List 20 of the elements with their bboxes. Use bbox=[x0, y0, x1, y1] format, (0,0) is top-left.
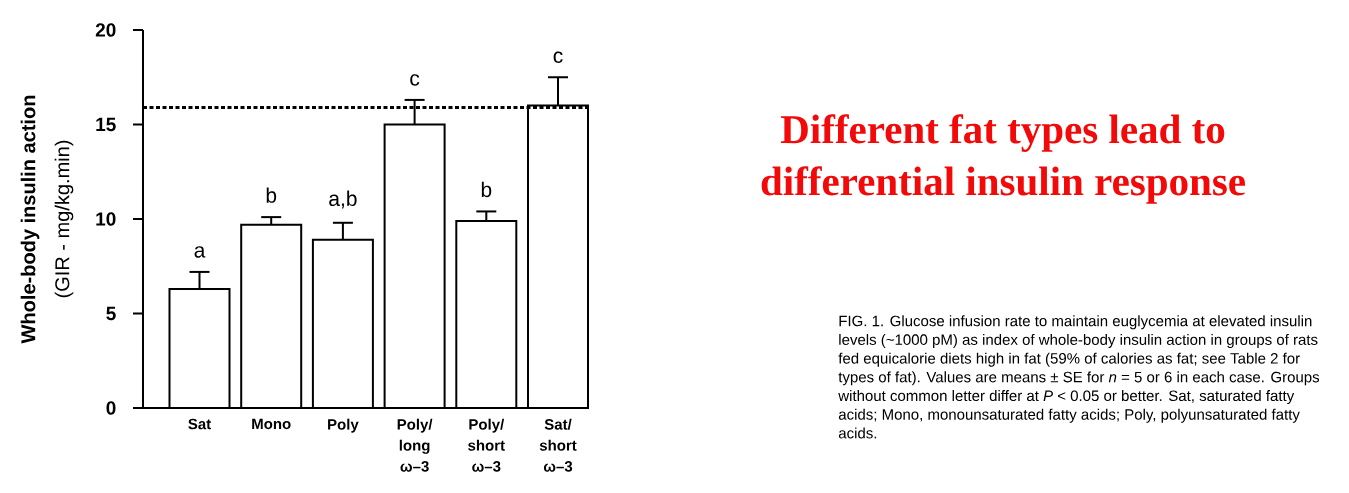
y-tick-label: 0 bbox=[106, 401, 116, 415]
x-tick-label: Mono bbox=[252, 418, 291, 430]
x-tick-label: Sat bbox=[188, 418, 211, 430]
annotation: a,b bbox=[329, 190, 357, 209]
annotation: b bbox=[266, 187, 277, 203]
y-tick-label: 10 bbox=[96, 212, 116, 226]
annotation: c bbox=[410, 74, 420, 86]
x-tick-label: Poly bbox=[328, 418, 359, 433]
y-axis-title: Whole-body insulin action (GIR - mg/kg.min) bbox=[20, 95, 74, 344]
x-tick-label: Sat/ short ω–3 bbox=[539, 418, 577, 472]
y-tick-label: 15 bbox=[96, 117, 116, 132]
annotation: c bbox=[553, 51, 563, 63]
annotation: a bbox=[194, 246, 206, 258]
x-tick-label: Poly/ short ω–3 bbox=[468, 418, 505, 472]
text: Different fat types lead to differential insulin response bbox=[761, 114, 1245, 204]
text: FIG. 1. Glucose infusion rate to maintain euglycemia at elevated insulin levels (~1000 pM) as index of whole-body insulin action in groups of rats fed equicalorie diets high in fat (59% of calories as fat; see Table 2 for types of fat). Values are means ± SE for n = 5 or 6 in each case. Groups without common letter differ at P < 0.05 or better. Sat, saturated fatty acids; Mono, monounsaturated fatty acids; Poly, polyunsaturated fatty acids. bbox=[838, 315, 1320, 439]
y-tick-label: 5 bbox=[106, 306, 116, 321]
y-tick-label: 20 bbox=[95, 23, 116, 37]
x-tick-label: Poly/ long ω–3 bbox=[397, 418, 433, 472]
annotation: b bbox=[481, 181, 492, 198]
